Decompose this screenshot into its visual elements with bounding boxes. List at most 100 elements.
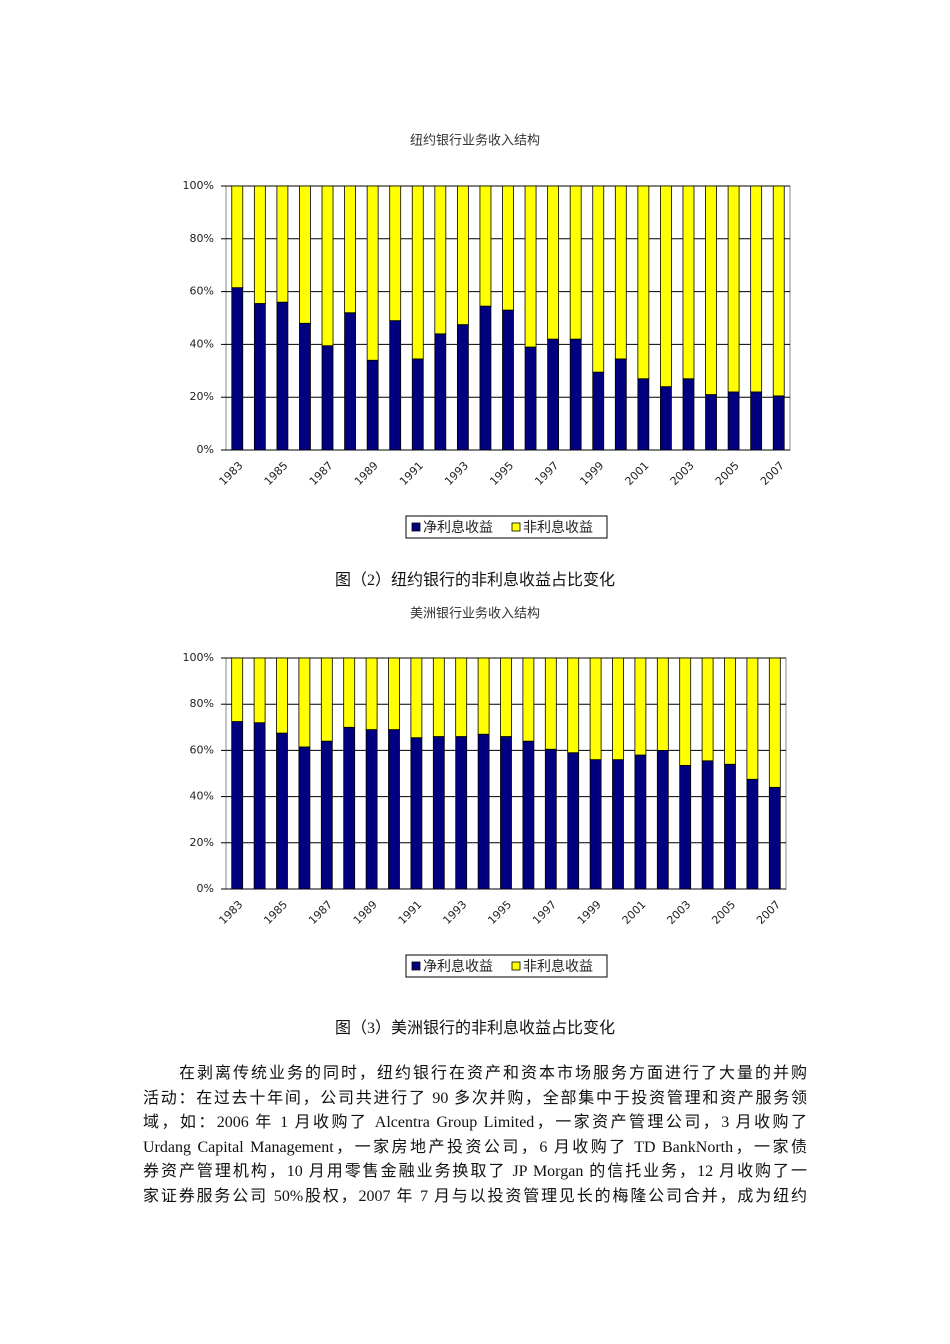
bar-segment (231, 185, 244, 289)
x-tick-label: 2005 (709, 898, 738, 927)
bar-segment (637, 185, 650, 380)
x-tick-label: 1999 (577, 459, 606, 488)
bar-segment (500, 657, 512, 737)
bar-segment (567, 657, 580, 754)
bar-segment (522, 657, 535, 742)
bar-segment (750, 185, 763, 393)
bar-segment (637, 378, 650, 451)
bar-segment (477, 733, 490, 890)
bar-segment (298, 746, 311, 890)
legend-label: 净利息收益 (423, 519, 493, 536)
y-tick-label: 100% (183, 651, 214, 664)
x-tick-label: 1983 (217, 459, 246, 488)
y-tick-label: 20% (190, 836, 214, 849)
bar-segment (388, 657, 400, 731)
bar-segment (592, 185, 605, 373)
legend-box (405, 954, 608, 978)
bar-segment (276, 732, 288, 890)
legend-swatch (411, 961, 421, 971)
legend-swatch (511, 961, 521, 971)
text-line: 在剥离传统业务的同时，纽约银行在资产和资本市场服务方面进行了大量的并购 (179, 1065, 807, 1082)
bar-segment (343, 726, 356, 890)
x-tick-label: 1995 (487, 459, 516, 488)
bar-segment (724, 763, 736, 890)
bar-segment (321, 345, 334, 451)
bar-segment (746, 778, 759, 890)
bar-segment (682, 185, 695, 380)
x-tick-label: 1995 (485, 898, 514, 927)
bar-segment (634, 657, 647, 756)
bar-segment (410, 737, 423, 890)
x-tick-label: 2007 (754, 898, 783, 927)
x-tick-label: 2003 (668, 459, 697, 488)
bar-segment (320, 740, 333, 890)
x-tick-label: 1993 (442, 459, 471, 488)
bar-segment (634, 754, 647, 890)
chart: 纽约银行业务收入结构 0% 20% 40% 60% 80% 100% 1983 1985 1987… (183, 133, 791, 539)
bar-segment (365, 729, 378, 890)
bar-segment (679, 657, 692, 766)
bar-segment (253, 303, 266, 451)
y-tick-label: 0% (197, 443, 214, 456)
x-tick-label: 2007 (758, 459, 787, 488)
bar-segment (701, 760, 714, 890)
bar-segment (569, 185, 582, 340)
bar-segment (705, 394, 717, 451)
bar-segment (343, 657, 356, 728)
bar-segment (524, 346, 537, 451)
bar-segment (411, 185, 424, 360)
y-tick-label: 40% (190, 790, 214, 803)
figure-caption: 图（2）纽约银行的非利息收益占比变化 (334, 572, 615, 589)
body-paragraph: 在剥离传统业务的同时，纽约银行在资产和资本市场服务方面进行了大量的并购活动：在过… (143, 1062, 807, 1210)
bar-segment (724, 657, 736, 765)
x-tick-label: 1997 (530, 898, 559, 927)
bar-segment (366, 185, 379, 361)
bar-segment (276, 657, 288, 734)
y-tick-label: 40% (190, 337, 214, 350)
legend-label: 非利息收益 (523, 519, 593, 536)
x-tick-label: 1985 (261, 898, 290, 927)
bar-segment (365, 657, 378, 731)
bar-segment (705, 185, 717, 395)
bar-segment (479, 305, 492, 451)
bar-segment (614, 358, 627, 451)
text-line: Urdang Capital Management，一家房地产投资公司，6 月收… (143, 1138, 807, 1156)
x-tick-label: 1987 (306, 898, 335, 927)
text-line: 家证券服务公司 50%股权，2007 年 7 月与以投资管理见长的梅隆公司合并，… (143, 1187, 807, 1205)
bar-segment (727, 185, 740, 393)
bar-segment (432, 657, 445, 737)
y-tick-label: 60% (190, 743, 214, 756)
bar-segment (479, 185, 492, 307)
bar-segment (502, 309, 514, 451)
bar-segment (477, 657, 490, 735)
bar-segment (612, 759, 624, 890)
bar-segment (253, 722, 266, 890)
bar-segment (547, 338, 560, 451)
bar-segment (502, 185, 514, 311)
bar-segment (589, 657, 602, 761)
bar-segment (544, 657, 557, 750)
bar-segment (500, 736, 512, 890)
bar-segment (660, 386, 672, 451)
x-tick-label: 1987 (307, 459, 336, 488)
bar-segment (389, 320, 402, 451)
legend-swatch (511, 522, 521, 532)
chart: 美洲银行业务收入结构 0% 20% 40% 60% 80% 100% 1983 1985 1987… (183, 606, 787, 978)
bar-segment (772, 395, 785, 451)
bar-segment (455, 736, 468, 890)
y-tick-label: 0% (197, 882, 214, 895)
bar-segment (614, 185, 627, 360)
x-tick-label: 1989 (352, 459, 381, 488)
bar-segment (366, 359, 379, 451)
x-tick-label: 1993 (440, 898, 469, 927)
bar-segment (592, 371, 605, 451)
text-line: 活动：在过去十年间，公司共进行了 90 多次并购，全部集中于投资管理和资产服务领 (143, 1089, 807, 1107)
bar-segment (679, 765, 692, 890)
bar-segment (768, 657, 781, 788)
bar-segment (727, 391, 740, 451)
x-tick-label: 2001 (623, 459, 652, 488)
bar-segment (389, 185, 402, 322)
bar-segment (411, 358, 424, 451)
y-tick-label: 100% (183, 179, 214, 192)
